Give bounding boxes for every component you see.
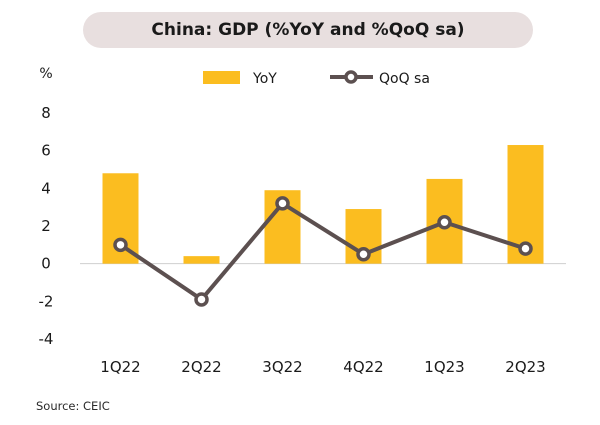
y-tick-label: 6 bbox=[41, 142, 51, 160]
x-tick-label: 1Q22 bbox=[100, 358, 140, 376]
point-qoq-sa bbox=[518, 241, 533, 256]
chart-title: China: GDP (%YoY and %QoQ sa) bbox=[83, 12, 533, 48]
point-qoq-sa bbox=[113, 237, 128, 253]
legend-swatch-qoq-marker bbox=[344, 70, 358, 84]
point-qoq-sa bbox=[275, 196, 290, 211]
source-note: Source: CEIC bbox=[36, 399, 110, 413]
legend-label-yoy: YoY bbox=[252, 71, 277, 87]
point-qoq-sa bbox=[194, 292, 209, 307]
legend-label-qoq: QoQ sa bbox=[379, 71, 430, 87]
x-tick-label: 3Q22 bbox=[262, 358, 302, 376]
x-tick-label: 2Q22 bbox=[181, 358, 221, 376]
y-tick-label: 2 bbox=[41, 217, 51, 235]
x-tick-label: 1Q23 bbox=[424, 358, 464, 376]
line-qoq-sa bbox=[119, 201, 527, 302]
bar-yoy bbox=[183, 256, 220, 264]
legend-swatch-yoy bbox=[203, 71, 240, 84]
y-tick-label: -2 bbox=[39, 292, 54, 310]
y-tick-label: -4 bbox=[39, 330, 54, 348]
x-tick-label: 2Q23 bbox=[505, 358, 545, 376]
y-tick-label: 4 bbox=[41, 179, 51, 197]
y-tick-label: 8 bbox=[41, 104, 51, 122]
point-qoq-sa bbox=[437, 214, 452, 230]
y-tick-label: 0 bbox=[41, 255, 51, 273]
y-axis-unit-label: % bbox=[39, 66, 52, 82]
point-qoq-sa bbox=[356, 247, 371, 262]
x-tick-label: 4Q22 bbox=[343, 358, 383, 376]
